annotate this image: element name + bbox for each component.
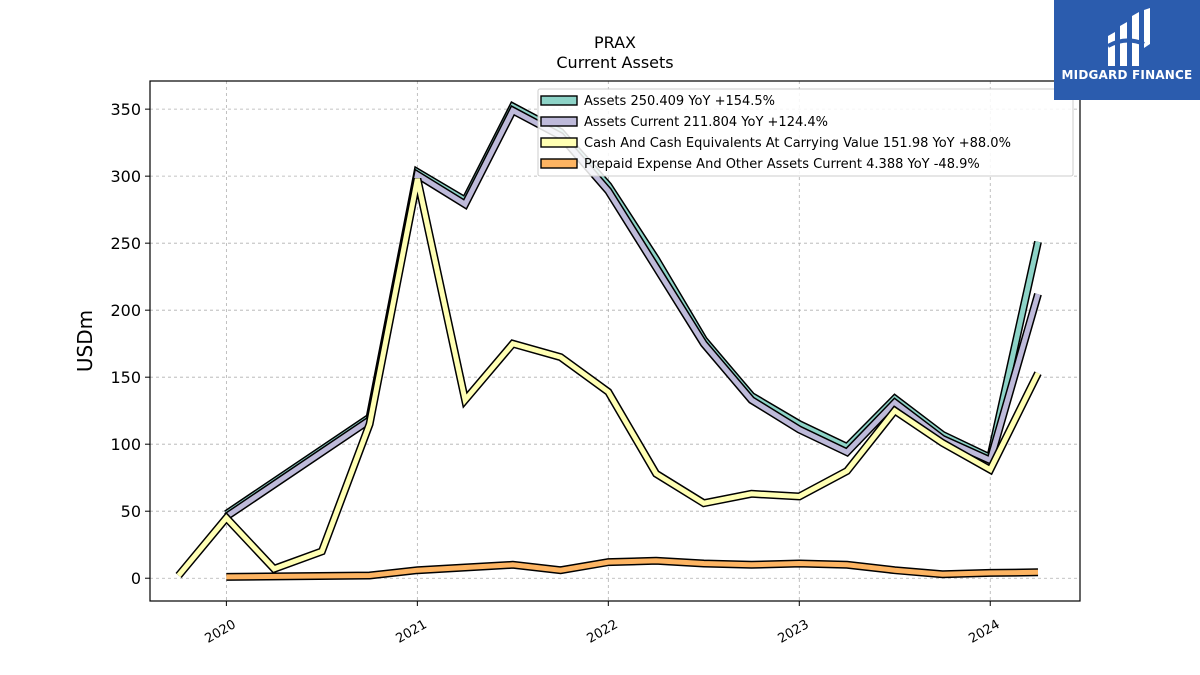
plot-frame (149, 80, 1081, 602)
x-tick-label: 2024 (966, 617, 1002, 647)
x-axis: 2020 2021 2022 2023 2024 (203, 601, 1003, 647)
x-tick-label: 2021 (394, 617, 430, 647)
x-tick-label: 2023 (775, 617, 811, 647)
y-tick-label: 0 (131, 569, 141, 588)
brand-logo: MIDGARD FINANCE (1054, 0, 1200, 100)
legend-swatch-assets-current (540, 116, 578, 127)
legend-entry-prepaid-expense-and-other-assets-current: Prepaid Expense And Other Assets Current… (584, 157, 980, 172)
y-tick-label: 200 (110, 301, 141, 320)
y-tick-label: 300 (110, 167, 141, 186)
y-axis: 0 50 100 150 200 250 300 350 (110, 100, 150, 588)
y-tick-label: 150 (110, 368, 141, 387)
series-line-assets-current (225, 107, 1041, 519)
legend-entry-assets-current: Assets Current 211.804 YoY +124.4% (584, 115, 828, 130)
series-line-prepaid-expense-and-other-assets-current (226, 558, 1039, 580)
legend: Assets 250.409 YoY +154.5% Assets Current… (537, 88, 1074, 177)
x-tick-label: 2020 (203, 617, 239, 647)
logo-text: MIDGARD FINANCE (1061, 68, 1193, 82)
legend-swatch-cash-and-cash-equivalents-at-carrying-value (540, 137, 578, 148)
legend-swatch-prepaid-expense-and-other-assets-current (540, 158, 578, 169)
y-tick-label: 100 (110, 435, 141, 454)
series-group (175, 101, 1042, 581)
legend-entry-cash-and-cash-equivalents-at-carrying-value: Cash And Cash Equivalents At Carrying Va… (584, 136, 1011, 151)
series-line-cash-and-cash-equivalents-at-carrying-value (176, 178, 1041, 578)
y-tick-label: 250 (110, 234, 141, 253)
legend-box (537, 88, 1074, 177)
legend-swatch-assets (540, 95, 578, 106)
chart-title: PRAX (594, 33, 636, 52)
logo-mark-icon (1107, 8, 1150, 66)
y-axis-label: USDm (73, 310, 97, 372)
x-tick-label: 2022 (584, 617, 620, 647)
y-tick-label: 350 (110, 100, 141, 119)
chart-subtitle: Current Assets (556, 53, 673, 72)
y-tick-label: 50 (121, 502, 141, 521)
legend-entry-assets: Assets 250.409 YoY +154.5% (584, 94, 775, 109)
